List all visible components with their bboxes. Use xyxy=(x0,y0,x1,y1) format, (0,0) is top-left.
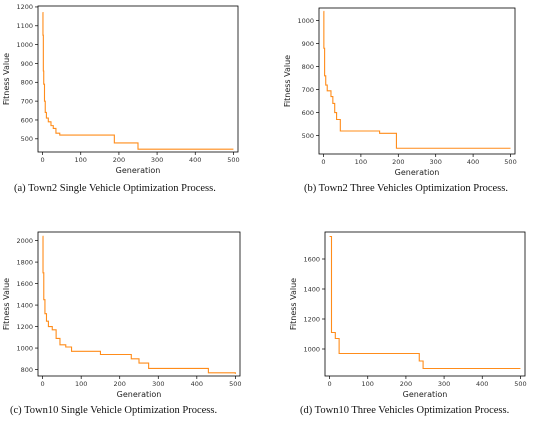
y-tick-label-d: 1200 xyxy=(303,315,320,323)
x-tick-label-c: 500 xyxy=(229,380,241,388)
x-tick-label-d: 100 xyxy=(362,380,374,388)
x-axis-label-d: Generation xyxy=(403,390,448,399)
fitness-line-d xyxy=(329,235,521,370)
y-tick-label-d: 1000 xyxy=(303,345,320,353)
x-tick-label-a: 300 xyxy=(151,156,163,164)
x-tick-label-d: 200 xyxy=(400,380,412,388)
x-tick-label-b: 200 xyxy=(392,158,404,166)
x-tick-label-d: 500 xyxy=(514,380,526,388)
y-tick-label-b: 1000 xyxy=(297,17,314,25)
x-tick-label-b: 500 xyxy=(504,158,516,166)
x-tick-label-b: 100 xyxy=(355,158,367,166)
x-tick-label-d: 0 xyxy=(328,380,332,388)
x-axis-label-a: Generation xyxy=(116,166,161,175)
fitness-line-b xyxy=(323,10,511,149)
chart-c: 0 100 200 300 400 500 800 1000 1200 1400 1600 1800 2… xyxy=(2,231,242,399)
x-tick-label-b: 400 xyxy=(467,158,479,166)
fitness-line-c xyxy=(42,235,236,374)
x-tick-label-c: 300 xyxy=(152,380,164,388)
y-tick-label-a: 700 xyxy=(21,97,33,105)
x-tick-label-a: 400 xyxy=(189,156,201,164)
caption-a: (a) Town2 Single Vehicle Optimization Pr… xyxy=(14,183,216,194)
x-tick-label-a: 0 xyxy=(41,156,45,164)
y-tick-label-a: 900 xyxy=(21,60,33,68)
y-tick-label-a: 800 xyxy=(21,79,33,87)
y-tick-label-b: 600 xyxy=(302,109,314,117)
y-tick-label-b: 800 xyxy=(302,63,314,71)
x-tick-label-a: 100 xyxy=(75,156,87,164)
plot-frame-a xyxy=(37,5,239,153)
x-tick-label-a: 200 xyxy=(113,156,125,164)
y-tick-label-d: 1400 xyxy=(303,285,320,293)
y-axis-label-b: Fitness Value xyxy=(283,55,292,107)
y-tick-label-c: 1400 xyxy=(16,301,33,309)
y-tick-label-b: 900 xyxy=(302,40,314,48)
x-tick-label-d: 300 xyxy=(438,380,450,388)
y-tick-label-a: 1000 xyxy=(16,41,33,49)
chart-panel-c: 0 100 200 300 400 500 800 1000 1200 1400 1600 1800 2… xyxy=(0,212,275,399)
chart-d: 0 100 200 300 400 500 1000 1200 1400 1600 Generati… xyxy=(289,231,527,399)
chart-b: 0 100 200 300 400 500 500 600 700 800 900 1000 Gener… xyxy=(283,7,517,177)
y-tick-label-a: 500 xyxy=(21,135,33,143)
caption-d: (d) Town10 Three Vehicles Optimization P… xyxy=(300,405,510,416)
y-tick-label-c: 1000 xyxy=(16,344,33,352)
y-tick-label-b: 700 xyxy=(302,86,314,94)
chart-panel-b: 0 100 200 300 400 500 500 600 700 800 900 1000 Gener… xyxy=(275,0,550,177)
y-axis-label-c: Fitness Value xyxy=(2,278,11,330)
y-axis-label-d: Fitness Value xyxy=(289,278,298,330)
plot-frame-d xyxy=(324,231,526,377)
chart-a: 0 100 200 300 400 500 500 600 700 800 900 1000 1100 1… xyxy=(2,3,240,175)
x-tick-label-c: 100 xyxy=(75,380,87,388)
x-tick-label-b: 300 xyxy=(429,158,441,166)
y-tick-label-b: 500 xyxy=(302,132,314,140)
x-tick-label-c: 400 xyxy=(191,380,203,388)
chart-panel-d: 0 100 200 300 400 500 1000 1200 1400 1600 Generati… xyxy=(275,212,550,399)
y-tick-label-a: 600 xyxy=(21,116,33,124)
fitness-line-a xyxy=(42,12,234,150)
x-tick-label-d: 400 xyxy=(476,380,488,388)
x-tick-label-a: 500 xyxy=(227,156,239,164)
x-tick-label-c: 0 xyxy=(41,380,45,388)
y-tick-label-c: 800 xyxy=(21,366,33,374)
y-tick-label-a: 1200 xyxy=(16,3,33,11)
y-tick-label-c: 1600 xyxy=(16,280,33,288)
x-tick-label-b: 0 xyxy=(321,158,325,166)
y-tick-label-c: 1200 xyxy=(16,323,33,331)
x-tick-label-c: 200 xyxy=(114,380,126,388)
y-axis-label-a: Fitness Value xyxy=(2,53,11,105)
caption-b: (b) Town2 Three Vehicles Optimization Pr… xyxy=(304,183,508,194)
y-tick-label-d: 1600 xyxy=(303,255,320,263)
x-axis-label-c: Generation xyxy=(117,390,162,399)
chart-panel-a: 0 100 200 300 400 500 500 600 700 800 900 1000 1100 1… xyxy=(0,0,275,176)
plot-frame-b xyxy=(318,7,516,155)
x-axis-label-b: Generation xyxy=(395,168,440,177)
y-tick-label-c: 2000 xyxy=(16,237,33,245)
y-tick-label-a: 1100 xyxy=(16,22,33,30)
plot-frame-c xyxy=(37,231,241,377)
y-tick-label-c: 1800 xyxy=(16,258,33,266)
caption-c: (c) Town10 Single Vehicle Optimization P… xyxy=(10,405,218,416)
